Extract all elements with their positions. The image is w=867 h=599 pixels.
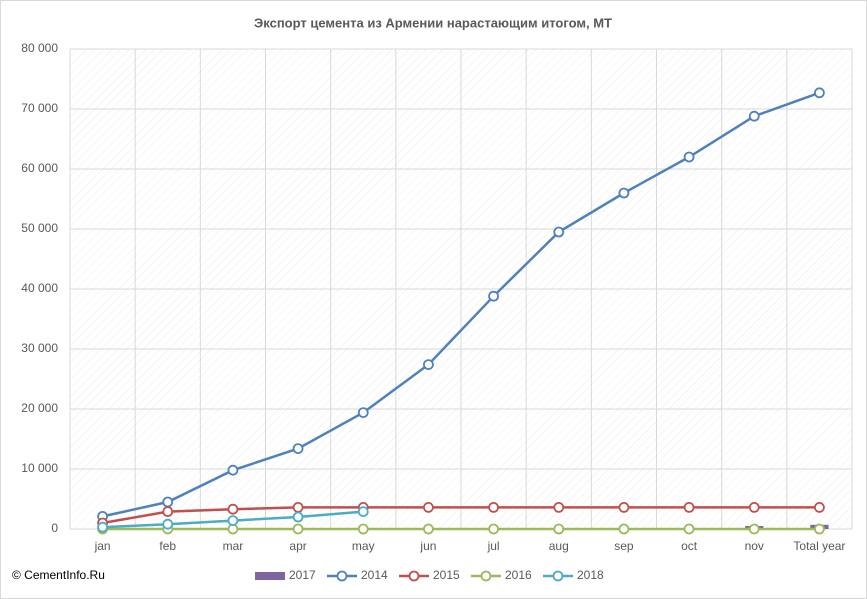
- marker: [814, 523, 825, 535]
- marker: [488, 523, 499, 535]
- legend-marker: [480, 570, 492, 582]
- marker: [683, 501, 695, 513]
- x-tick-label: Total year: [793, 539, 845, 553]
- marker: [292, 523, 304, 535]
- marker: [292, 501, 304, 513]
- marker: [292, 511, 304, 523]
- marker: [162, 518, 174, 530]
- legend-marker: [336, 570, 348, 582]
- x-tick-label: jun: [419, 539, 436, 553]
- marker: [162, 496, 174, 508]
- y-tick-label: 30 000: [21, 341, 58, 355]
- marker: [748, 523, 760, 535]
- marker: [97, 521, 108, 533]
- x-tick-label: feb: [159, 539, 176, 553]
- x-tick-label: aug: [549, 539, 569, 553]
- marker: [357, 506, 369, 518]
- marker: [748, 110, 760, 122]
- y-tick-label: 0: [51, 521, 58, 535]
- legend-marker: [552, 570, 564, 582]
- legend-label: 2016: [505, 568, 532, 582]
- x-tick-label: may: [352, 539, 375, 553]
- x-tick-label: jan: [94, 539, 111, 553]
- marker: [814, 87, 825, 99]
- marker: [683, 523, 695, 535]
- x-tick-label: mar: [223, 539, 244, 553]
- marker: [423, 523, 434, 535]
- marker: [292, 443, 304, 455]
- line: [102, 91, 820, 518]
- marker: [553, 501, 565, 513]
- y-tick-label: 70 000: [21, 101, 58, 115]
- marker: [553, 523, 565, 535]
- marker: [227, 503, 239, 515]
- marker: [423, 501, 434, 513]
- line: [102, 506, 820, 525]
- legend-swatch: [255, 572, 285, 580]
- chart-title: Экспорт цемента из Армении нарастающим и…: [254, 15, 612, 30]
- marker: [423, 359, 434, 371]
- marker: [814, 501, 825, 513]
- x-tick-label: apr: [289, 539, 306, 553]
- marker: [618, 523, 630, 535]
- y-tick-label: 40 000: [21, 281, 58, 295]
- marker: [748, 501, 760, 513]
- marker: [488, 501, 499, 513]
- marker: [227, 464, 239, 476]
- legend-marker: [408, 570, 420, 582]
- y-tick-label: 80 000: [21, 41, 58, 55]
- legend-label: 2018: [577, 568, 604, 582]
- marker: [357, 523, 369, 535]
- legend-label: 2015: [433, 568, 460, 582]
- marker: [618, 501, 630, 513]
- marker: [618, 187, 630, 199]
- legend-label: 2014: [361, 568, 388, 582]
- marker: [357, 407, 369, 419]
- x-tick-label: oct: [681, 539, 698, 553]
- marker: [488, 290, 499, 302]
- legend-label: 2017: [289, 568, 316, 582]
- y-tick-label: 10 000: [21, 461, 58, 475]
- marker: [683, 151, 695, 163]
- y-tick-label: 60 000: [21, 161, 58, 175]
- marker: [227, 515, 239, 526]
- x-tick-label: nov: [745, 539, 764, 553]
- y-tick-label: 20 000: [21, 401, 58, 415]
- footer: © CementInfo.Ru: [12, 568, 105, 582]
- y-tick-label: 50 000: [21, 221, 58, 235]
- marker: [553, 226, 565, 238]
- x-tick-label: jul: [487, 539, 500, 553]
- x-tick-label: sep: [614, 539, 634, 553]
- marker: [162, 506, 174, 518]
